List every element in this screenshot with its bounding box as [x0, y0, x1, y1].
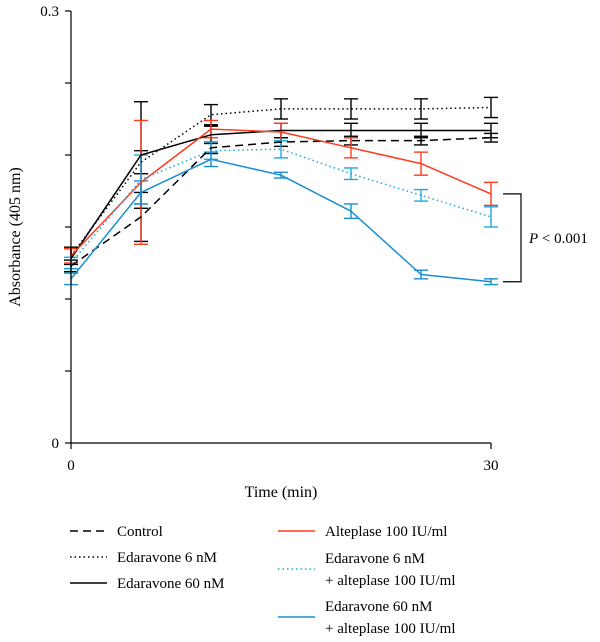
- axes-layer: 0 0.3 0 30 Time (min) Absorbance (405 nm): [7, 4, 499, 501]
- y-tick-label: 0.3: [40, 4, 59, 20]
- series-5-line: [70, 148, 492, 264]
- x-tick-label: 30: [484, 458, 499, 474]
- x-tick-label: 0: [67, 458, 75, 474]
- series-4-line: [70, 128, 492, 257]
- legend-label: Alteplase 100 IU/ml: [325, 524, 447, 540]
- series-6-line: [70, 158, 492, 283]
- legend-label: + alteplase 100 IU/ml: [325, 621, 456, 637]
- legend-entry-3: Edaravone 60 nM: [70, 576, 224, 592]
- legend-label: Edaravone 60 nM: [117, 576, 224, 592]
- series-3-line: [70, 129, 491, 260]
- error-bars-layer: [64, 96, 498, 286]
- series-2-error-bars: [64, 96, 498, 266]
- legend-entry-6: Edaravone 60 nM + alteplase 100 IU/ml: [278, 599, 456, 637]
- significance-bracket: [503, 193, 522, 283]
- legend-entry-1: Control: [70, 524, 163, 540]
- legend-label: Edaravone 6 nM: [117, 550, 217, 566]
- legend-label: + alteplase 100 IU/ml: [325, 573, 456, 589]
- annotation-layer: P < 0.001: [503, 193, 588, 283]
- y-tick-label: 0: [52, 436, 60, 452]
- legend: Control Edaravone 6 nM Edaravone 60 nM Alte…: [70, 524, 456, 637]
- legend-entry-4: Alteplase 100 IU/ml: [278, 524, 447, 540]
- legend-label: Edaravone 6 nM: [325, 551, 425, 567]
- series-lines-layer: [70, 106, 492, 283]
- legend-label: Edaravone 60 nM: [325, 599, 432, 615]
- legend-entry-5: Edaravone 6 nM + alteplase 100 IU/ml: [278, 551, 456, 589]
- legend-entry-2: Edaravone 6 nM: [70, 550, 217, 566]
- series-1-line: [70, 136, 492, 267]
- significance-label: P < 0.001: [528, 231, 588, 247]
- y-axis-label: Absorbance (405 nm): [7, 167, 24, 307]
- legend-label: Control: [117, 524, 163, 540]
- x-axis-label: Time (min): [245, 484, 318, 501]
- series-5-error-bars: [64, 139, 498, 270]
